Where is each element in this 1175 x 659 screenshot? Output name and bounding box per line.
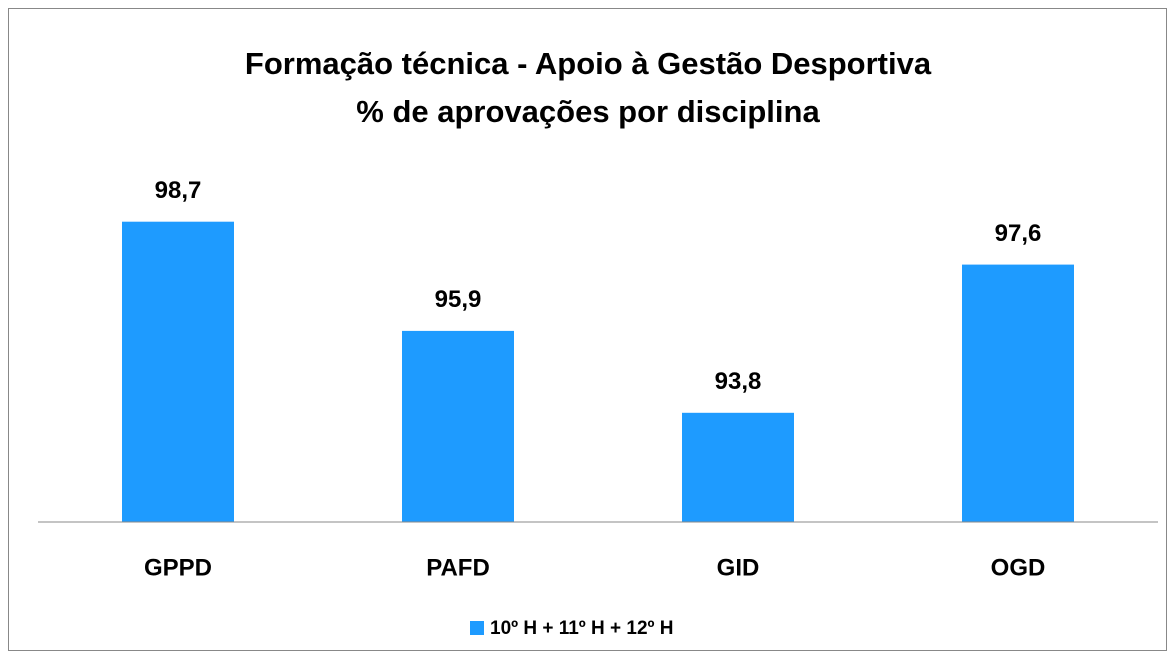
x-tick-label: GPPD: [144, 554, 212, 581]
data-label: 98,7: [155, 177, 202, 204]
data-label: 93,8: [715, 368, 762, 395]
data-label: 97,6: [995, 220, 1042, 247]
chart-subtitle: % de aprovações por disciplina: [356, 94, 820, 129]
legend-label: 10º H + 11º H + 12º H: [490, 618, 673, 639]
bar: [682, 412, 794, 522]
x-tick-label: OGD: [991, 554, 1046, 581]
bar: [402, 330, 514, 522]
bar: [122, 221, 234, 522]
x-tick-label: PAFD: [426, 554, 490, 581]
bar: [962, 264, 1074, 522]
x-tick-label: GID: [717, 554, 760, 581]
legend-swatch: [470, 621, 484, 635]
data-label: 95,9: [435, 286, 482, 313]
chart-title: Formação técnica - Apoio à Gestão Despor…: [245, 46, 932, 81]
